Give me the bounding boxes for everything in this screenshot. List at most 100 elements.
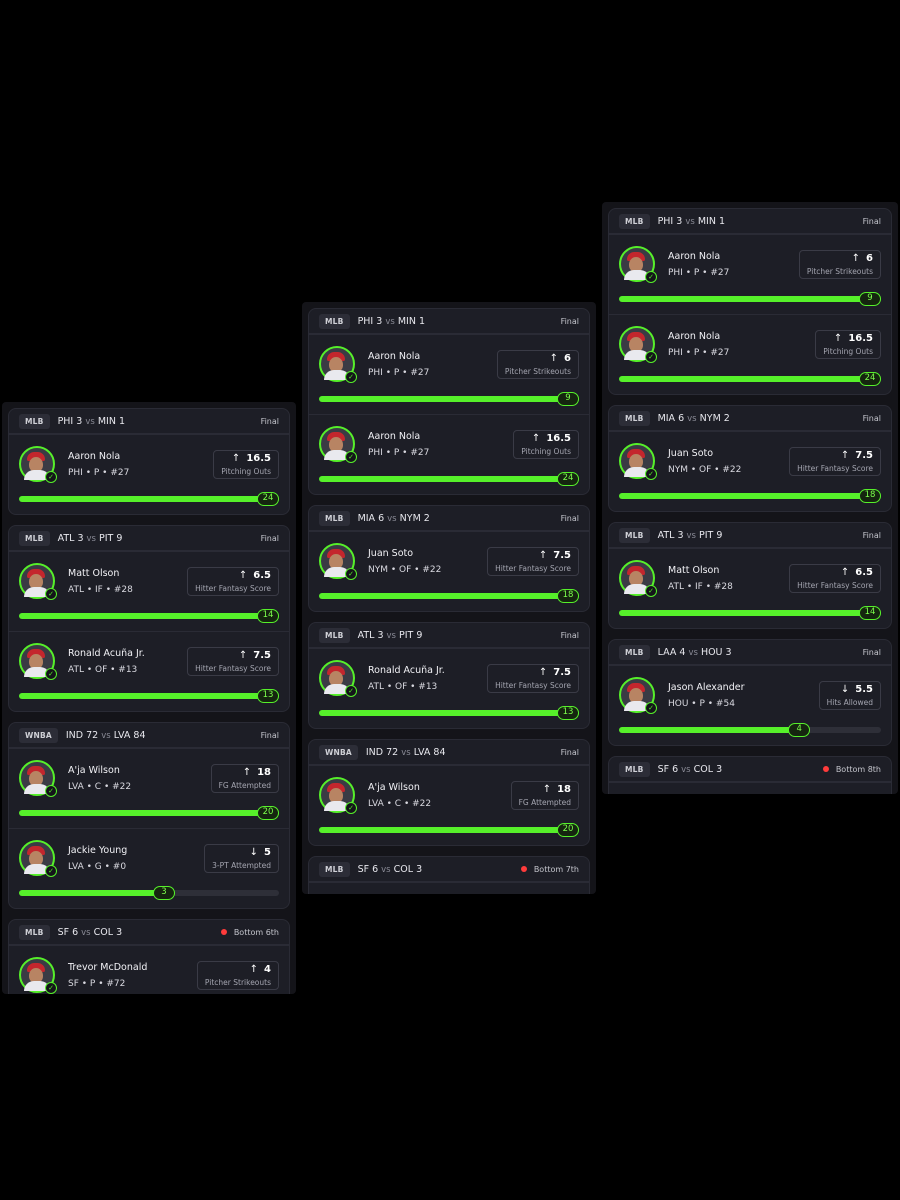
lineup-column-1: MLB PHI 3 vs MIN 1 Final ✓ [2, 402, 296, 994]
matchup-score: SF 6 vs COL 3 [658, 764, 723, 775]
player-name: Aaron Nola [668, 330, 721, 342]
prop-line-box: ↑ 16.5 Pitching Outs [213, 449, 279, 479]
game-card[interactable]: MLB SF 6 vs COL 3 Bottom 6th ✓ [8, 919, 290, 994]
player-prop-row[interactable]: ✓ Aaron Nola PHI • P • #27 ↑ 16.5 Pitchin… [309, 414, 589, 494]
progress-bar: 9 [319, 392, 579, 406]
prop-line-value: 16.5 [848, 332, 873, 344]
player-prop-row[interactable]: ✓ Ronald Acuña Jr. ATL • OF • #13 ↑ 7.5 H… [309, 648, 589, 728]
game-card[interactable]: MLB PHI 3 vs MIN 1 Final ✓ [8, 408, 290, 515]
league-badge: WNBA [19, 727, 58, 743]
game-card[interactable]: MLB SF 6 vs COL 3 Bottom 8th ✓ [608, 756, 892, 794]
game-card[interactable]: MLB MIA 6 vs NYM 2 Final ✓ [308, 505, 590, 612]
game-status: Final [261, 731, 279, 740]
player-avatar: ✓ [619, 677, 657, 714]
player-prop-row[interactable]: ✓ Aaron Nola PHI • P • #27 ↑ 6 Pitcher St… [609, 234, 891, 314]
progress-fill [619, 727, 811, 733]
game-card[interactable]: MLB ATL 3 vs PIT 9 Final ✓ [308, 622, 590, 729]
prop-line-box: ↑ 18 FG Attempted [210, 763, 279, 793]
game-header: MLB PHI 3 vs MIN 1 Final [309, 309, 589, 334]
prop-stat-label: 3-PT Attempted [212, 860, 271, 870]
team1-score: MIA 6 [657, 412, 685, 424]
game-card[interactable]: MLB MIA 6 vs NYM 2 Final ✓ [608, 405, 892, 512]
player-avatar: ✓ [19, 446, 57, 483]
progress-fill [619, 296, 881, 302]
league-badge: MLB [319, 510, 350, 526]
team1-score: PHI 3 [357, 315, 383, 327]
arrow-up-icon: ↑ [851, 252, 861, 264]
arrow-up-icon: ↑ [238, 569, 248, 581]
player-prop-row[interactable]: ✓ Matt Olson ATL • IF • #28 ↑ 6.5 Hitter … [9, 551, 289, 631]
player-name: Aaron Nola [368, 430, 421, 442]
player-prop-row[interactable]: ✓ Aaron Nola PHI • P • #27 ↑ 16.5 Pitchin… [609, 314, 891, 394]
check-icon: ✓ [645, 351, 657, 363]
team1-score: PHI 3 [657, 215, 683, 227]
vs-label: vs [86, 533, 96, 544]
player-meta: PHI • P • #27 [668, 267, 730, 278]
player-prop-row[interactable]: ✓ Juan Soto NYM • OF • #22 ↑ 7.5 Hitter F… [609, 431, 891, 511]
vs-label: vs [385, 316, 395, 327]
team2-score: NYM 2 [699, 412, 730, 424]
result-pill: 4 [788, 723, 811, 737]
player-name: Jason Alexander [668, 681, 745, 693]
team2-score: COL 3 [393, 863, 423, 875]
prop-line-value: 7.5 [553, 549, 571, 561]
progress-bar: 14 [619, 606, 881, 620]
player-prop-row[interactable]: ✓ Juan Soto NYM • OF • #22 ↑ 7.5 Hitter F… [309, 531, 589, 611]
game-card[interactable]: MLB SF 6 vs COL 3 Bottom 7th ✓ [308, 856, 590, 894]
league-badge: MLB [619, 527, 650, 543]
result-pill: 24 [557, 472, 579, 486]
player-prop-row[interactable]: ✓ Jason Alexander HOU • P • #54 ↓ 5.5 Hit… [609, 665, 891, 745]
game-card[interactable]: MLB ATL 3 vs PIT 9 Final ✓ [8, 525, 290, 712]
team2-score: COL 3 [693, 763, 723, 775]
player-prop-row[interactable]: ✓ Aaron Nola PHI • P • #27 ↑ 16.5 Pitchin… [9, 434, 289, 514]
matchup-score: SF 6 vs COL 3 [58, 927, 123, 938]
game-card[interactable]: WNBA IND 72 vs LVA 84 Final ✓ [308, 739, 590, 846]
check-icon: ✓ [45, 982, 57, 994]
player-name: Ronald Acuña Jr. [368, 664, 445, 676]
prop-line-box: ↓ 5 3-PT Attempted [204, 843, 279, 873]
player-meta: LVA • G • #0 [68, 861, 127, 872]
player-prop-row[interactable]: ✓ Trevor McDonald SF • P • #72 ↑4 Pitche… [309, 882, 589, 894]
result-pill: 24 [859, 372, 881, 386]
progress-bar: 3 [19, 886, 279, 900]
game-card[interactable]: MLB LAA 4 vs HOU 3 Final ✓ [608, 639, 892, 746]
player-prop-row[interactable]: ✓ A'ja Wilson LVA • C • #22 ↑ 18 FG Attem… [9, 748, 289, 828]
live-indicator-icon [520, 866, 527, 872]
team1-score: PHI 3 [57, 415, 83, 427]
game-status-text: Final [260, 416, 279, 426]
game-card[interactable]: MLB PHI 3 vs MIN 1 Final ✓ [308, 308, 590, 495]
player-prop-row[interactable]: ✓ Aaron Nola PHI • P • #27 ↑ 6 Pitcher St… [309, 334, 589, 414]
game-header: MLB PHI 3 vs MIN 1 Final [609, 209, 891, 234]
team1-score: SF 6 [57, 926, 79, 938]
arrow-down-icon: ↓ [840, 683, 850, 695]
league-badge: MLB [619, 213, 650, 229]
result-pill: 14 [257, 609, 279, 623]
matchup-score: ATL 3 vs PIT 9 [58, 533, 123, 544]
player-meta: LVA • C • #22 [68, 781, 132, 792]
game-status: Bottom 6th [220, 928, 279, 937]
game-status-text: Bottom 7th [533, 864, 579, 874]
game-card[interactable]: WNBA IND 72 vs LVA 84 Final ✓ [8, 722, 290, 909]
game-card[interactable]: MLB PHI 3 vs MIN 1 Final ✓ [608, 208, 892, 395]
vs-label: vs [401, 747, 411, 758]
player-meta: ATL • IF • #28 [668, 581, 733, 592]
player-prop-row[interactable]: ✓ Trevor McDonald SF • P • #72 ↑4 Pitche… [9, 945, 289, 994]
matchup-score: IND 72 vs LVA 84 [366, 747, 446, 758]
progress-fill [19, 613, 279, 619]
game-card[interactable]: MLB ATL 3 vs PIT 9 Final ✓ [608, 522, 892, 629]
player-avatar: ✓ [19, 643, 57, 680]
player-meta: PHI • P • #27 [668, 347, 730, 358]
player-prop-row[interactable]: ✓ Jackie Young LVA • G • #0 ↓ 5 3-PT Atte… [9, 828, 289, 908]
player-prop-row[interactable]: ✓ A'ja Wilson LVA • C • #22 ↑ 18 FG Attem… [309, 765, 589, 845]
player-name: Aaron Nola [368, 350, 421, 362]
check-icon: ✓ [345, 371, 357, 383]
game-status: Final [561, 631, 579, 640]
game-status-text: Bottom 8th [835, 764, 881, 774]
prop-line-box: ↓ 5.5 Hits Allowed [818, 680, 881, 710]
prop-stat-label: Hitter Fantasy Score [495, 563, 571, 573]
player-prop-row[interactable]: ✓ Ronald Acuña Jr. ATL • OF • #13 ↑ 7.5 H… [9, 631, 289, 711]
progress-fill [619, 610, 881, 616]
player-prop-row[interactable]: ✓ Matt Olson ATL • IF • #28 ↑ 6.5 Hitter … [609, 548, 891, 628]
player-prop-row[interactable]: ✓ Trevor McDonald SF • P • #72 ↑4 Pitche… [609, 782, 891, 794]
vs-label: vs [386, 630, 396, 641]
